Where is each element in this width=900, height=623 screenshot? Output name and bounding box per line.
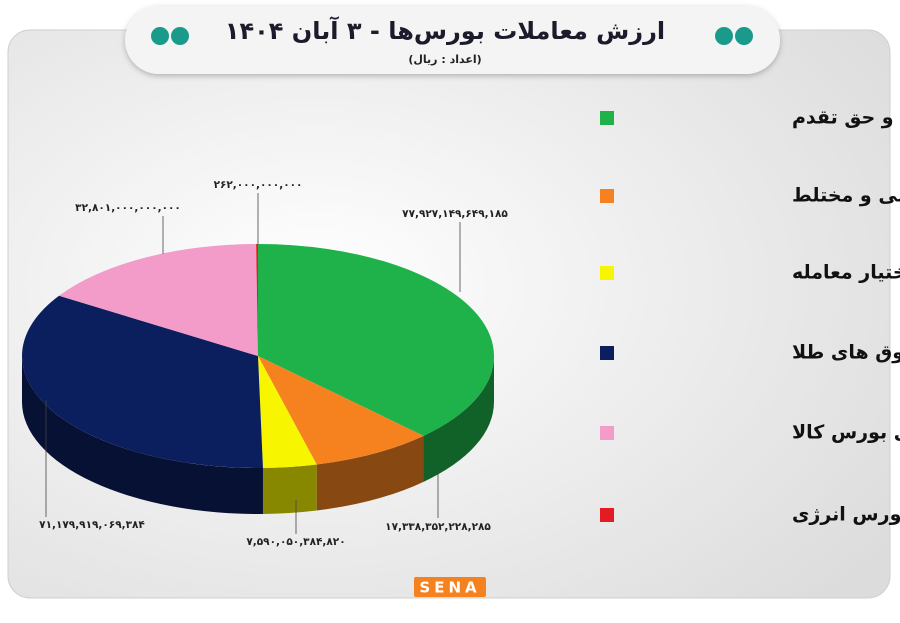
value-label: ۷۷,۹۲۷,۱۴۹,۶۴۹,۱۸۵ [402, 208, 508, 220]
chart-title: ارزش معاملات بورس‌ها - ۳ آبان ۱۴۰۴ [225, 16, 665, 45]
legend-label: سهام و حق تقدم [792, 107, 900, 129]
legend-swatch [600, 426, 614, 440]
logo: SENA [419, 579, 480, 597]
quote-left [151, 27, 189, 45]
legend-label: صندوق سهامی و مختلط [792, 185, 900, 207]
legend-label: صندوق های طلا [792, 342, 900, 364]
legend-label: بازار فیزیکی بورس کالا [792, 422, 900, 444]
pie-slice [256, 244, 258, 356]
legend-swatch [600, 189, 614, 203]
legend-swatch [600, 266, 614, 280]
value-label: ۳۲,۸۰۱,۰۰۰,۰۰۰,۰۰۰ [75, 202, 181, 214]
pie-side [423, 356, 494, 482]
legend-swatch [600, 111, 614, 125]
value-label: ۲۶۲,۰۰۰,۰۰۰,۰۰۰ [214, 179, 303, 191]
pie-slice [59, 244, 259, 356]
chart-subtitle: (اعداد : ریال) [408, 53, 481, 66]
quote-right [715, 27, 753, 45]
pie-slice [258, 356, 317, 468]
logo-box [414, 577, 486, 597]
pie-side [262, 464, 317, 514]
pie-side [316, 435, 424, 511]
legend-label: بازار فیزیکی بورس انرژی [792, 504, 900, 526]
pie-slice [22, 295, 263, 468]
legend-swatch [600, 346, 614, 360]
pie-slice [258, 244, 495, 436]
pie-side [22, 356, 263, 514]
pie-slice [258, 356, 424, 465]
legend-swatch [600, 508, 614, 522]
value-label: ۷,۵۹۰,۰۵۰,۳۸۴,۸۲۰ [246, 536, 345, 548]
title-box [125, 6, 780, 74]
legend-label: اختیار معامله [792, 262, 900, 284]
value-label: ۷۱,۱۷۹,۹۱۹,۰۶۹,۳۸۴ [39, 519, 145, 531]
value-label: ۱۷,۳۳۸,۳۵۲,۲۲۸,۲۸۵ [385, 521, 491, 533]
